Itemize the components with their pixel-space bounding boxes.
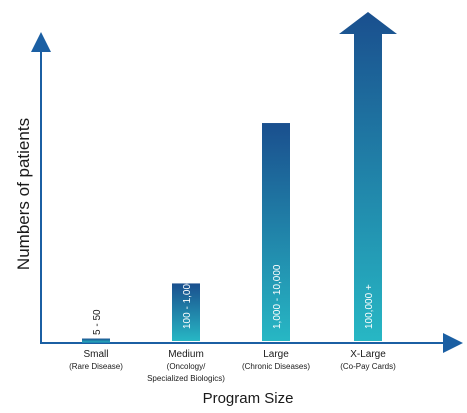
x-axis-title: Program Size — [203, 390, 294, 407]
category-label-large: Large — [263, 349, 289, 360]
category-sublabel-large: (Chronic Diseases) — [242, 362, 310, 371]
bar-small — [82, 338, 110, 343]
range-label-small: 5 - 50 — [92, 309, 103, 335]
category-sublabel-medium: (Oncology/ — [167, 362, 206, 371]
range-label-x-large: 100,000 + — [364, 284, 375, 329]
range-label-large: 1,000 - 10,000 — [272, 264, 283, 329]
category-label-medium: Medium — [168, 349, 204, 360]
category-label-small: Small — [83, 349, 108, 360]
bar-large — [262, 123, 290, 341]
x-tick-labels: Small (Rare Disease) Medium (Oncology/Speci… — [69, 349, 396, 383]
bar-x-large — [339, 12, 397, 341]
category-sublabel-x-large: (Co-Pay Cards) — [340, 362, 396, 371]
category-label-x-large: X-Large — [350, 349, 386, 360]
range-label-medium: 100 - 1,000 — [182, 278, 193, 329]
category-sublabel-medium: Specialized Biologics) — [147, 374, 225, 383]
category-sublabel-small: (Rare Disease) — [69, 362, 123, 371]
y-axis-title: Numbers of patients — [14, 118, 33, 270]
bars-group: 5 - 50 100 - 1,000 1,000 - 10,000 100,000 + — [82, 12, 397, 343]
bar-medium — [172, 283, 200, 341]
